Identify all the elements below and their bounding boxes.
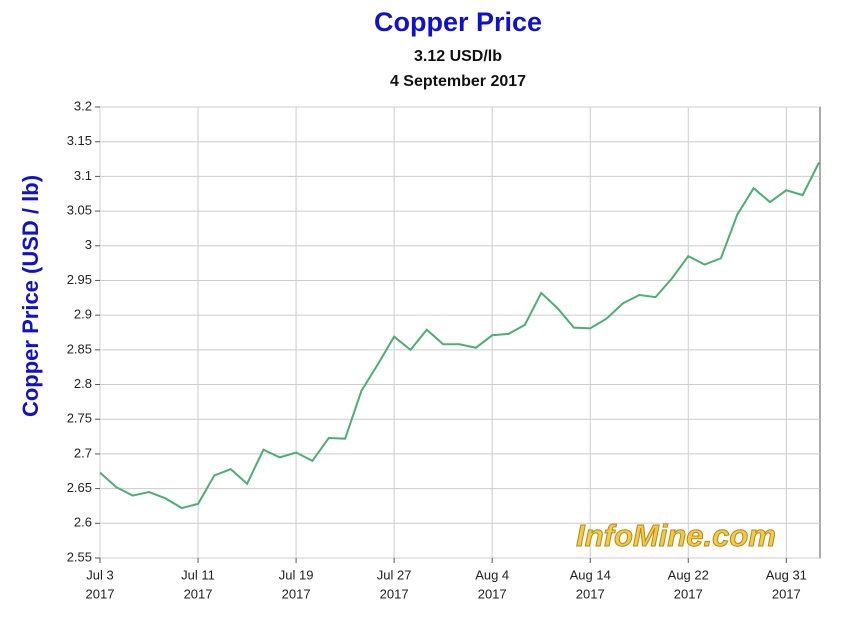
- y-tick-label: 3.1: [74, 168, 92, 183]
- x-tick-year: 2017: [380, 586, 409, 601]
- x-tick-label: Aug 14: [570, 567, 611, 582]
- y-tick-label: 2.9: [74, 307, 92, 322]
- x-tick-year: 2017: [282, 586, 311, 601]
- watermark: InfoMine.com: [576, 518, 776, 553]
- x-tick-label: Jul 11: [181, 567, 215, 582]
- y-tick-label: 2.75: [67, 411, 92, 426]
- x-tick-year: 2017: [86, 586, 115, 601]
- y-tick-label: 2.65: [67, 480, 92, 495]
- y-tick-label: 3.15: [67, 133, 92, 148]
- x-tick-label: Aug 31: [766, 567, 807, 582]
- y-tick-label: 3.05: [67, 203, 92, 218]
- y-axis-label: Copper Price (USD / lb): [18, 175, 43, 417]
- x-tick-label: Aug 22: [668, 567, 709, 582]
- x-tick-year: 2017: [478, 586, 507, 601]
- y-tick-label: 2.55: [67, 549, 92, 564]
- x-tick-year: 2017: [674, 586, 703, 601]
- x-tick-label: Jul 3: [86, 567, 113, 582]
- price-line: [99, 162, 820, 510]
- y-tick-label: 2.7: [74, 445, 92, 460]
- y-tick-label: 2.95: [67, 272, 92, 287]
- chart-subtitle: 3.12 USD/lb: [414, 48, 502, 65]
- y-tick-label: 2.85: [67, 341, 92, 356]
- y-tick-label: 2.6: [74, 515, 92, 530]
- plot-area: [99, 106, 821, 559]
- y-tick-label: 3.2: [74, 98, 92, 113]
- x-tick-label: Jul 27: [377, 567, 412, 582]
- x-tick-year: 2017: [184, 586, 213, 601]
- x-tick-label: Aug 4: [475, 567, 509, 582]
- y-tick-label: 3: [85, 237, 92, 252]
- chart-title: Copper Price: [374, 7, 542, 37]
- x-tick-year: 2017: [576, 586, 605, 601]
- x-tick-year: 2017: [772, 586, 801, 601]
- x-tick-label: Jul 19: [279, 567, 314, 582]
- y-tick-label: 2.8: [74, 376, 92, 391]
- chart-date: 4 September 2017: [390, 73, 526, 90]
